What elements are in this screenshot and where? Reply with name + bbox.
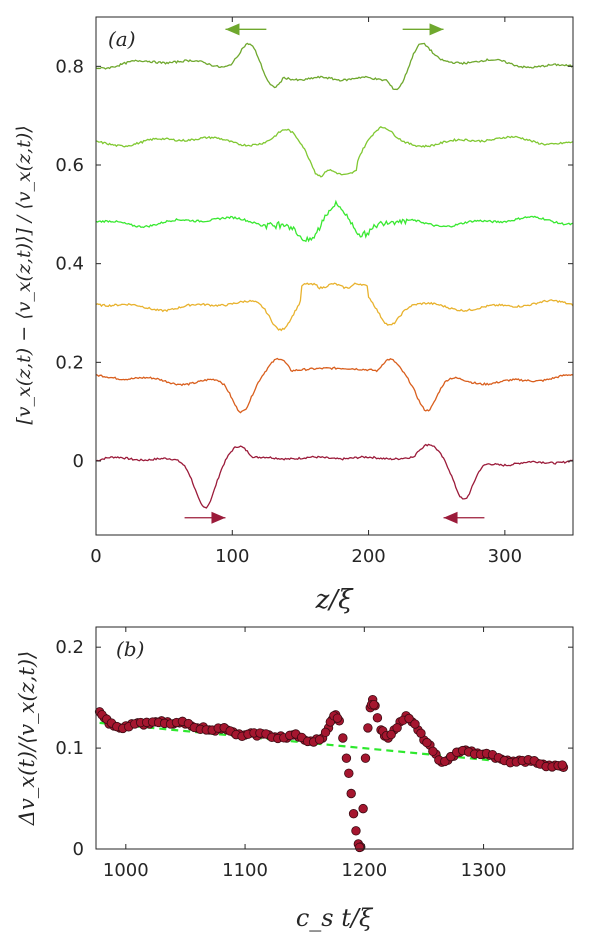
series-line-3 [95, 199, 574, 243]
data-point-dense [410, 719, 420, 729]
data-point-dense [320, 727, 331, 738]
data-point-dense [386, 729, 396, 740]
data-point [372, 713, 383, 723]
data-point [360, 753, 371, 763]
data-point [344, 768, 354, 779]
panel-b-label: (b) [116, 637, 144, 661]
panel-a-frame [95, 16, 574, 536]
panel-b-y-ticks: 0 0.1 0.2 [55, 637, 573, 860]
panel-a-x-label: z/ξ [315, 585, 354, 615]
y-tick-label: 0 [73, 451, 84, 472]
data-point [358, 803, 368, 814]
series-line-2 [95, 282, 574, 332]
series-line-4 [95, 126, 574, 178]
panel-b-y-label: Δv_x(t)/⟨v_x(z,t)⟩ [15, 651, 39, 826]
panel-a-x-ticks: 0 100 200 300 [90, 17, 522, 567]
panel-b-points [94, 694, 569, 853]
y-tick-label: 0.1 [55, 738, 84, 759]
data-point [338, 733, 348, 743]
panel-b: 1000 1100 1200 1300 0 0.1 0.2 (b) c_s t/ξ Δv_… [15, 626, 574, 932]
panel-b-x-ticks: 1000 1100 1200 1300 [103, 627, 507, 881]
data-point [346, 788, 356, 799]
y-tick-label: 0.4 [55, 254, 84, 275]
arrow-head-0 [225, 23, 240, 36]
data-point-dense [354, 842, 365, 853]
series-line-5 [95, 42, 574, 91]
y-tick-label: 0 [73, 839, 84, 860]
arrow-head-1 [429, 23, 444, 36]
x-tick-label: 300 [488, 546, 522, 567]
panel-a-arrows [184, 23, 485, 524]
data-point-dense [392, 723, 402, 733]
y-tick-label: 0.2 [55, 637, 84, 658]
arrow-head-2 [211, 511, 226, 524]
panel-a-y-label: [v_x(z,t) − ⟨v_x(z,t)⟩] / ⟨v_x(z,t)⟩ [13, 125, 35, 424]
data-point [363, 723, 373, 733]
data-point-dense [422, 737, 432, 748]
data-point-dense [332, 713, 343, 723]
x-tick-label: 0 [90, 546, 101, 567]
panel-a-label: (a) [108, 27, 136, 51]
y-tick-label: 0.6 [55, 155, 84, 176]
data-point [348, 808, 359, 819]
data-point-dense [314, 735, 325, 745]
data-point [341, 753, 352, 763]
panel-b-fit-line [99, 721, 564, 769]
y-tick-label: 0.8 [55, 56, 84, 77]
panel-a-y-ticks: 0 0.2 0.4 0.6 0.8 [55, 56, 573, 472]
panel-b-frame [95, 626, 574, 850]
x-tick-label: 1200 [341, 860, 387, 881]
series-line-1 [95, 357, 574, 414]
data-point-dense [404, 713, 414, 724]
panel-a-series-lines [95, 42, 574, 509]
x-tick-label: 200 [351, 546, 385, 567]
fit-line [99, 721, 564, 769]
y-tick-label: 0.2 [55, 352, 84, 373]
series-line-0 [95, 443, 574, 509]
arrow-head-3 [443, 511, 458, 524]
data-point-dense [369, 699, 379, 710]
data-point-dense [557, 760, 567, 770]
data-point-dense [416, 728, 426, 739]
data-point [351, 826, 361, 836]
data-point-dense [428, 746, 438, 757]
x-tick-label: 1000 [103, 860, 149, 881]
panel-b-x-label: c_s t/ξ [296, 904, 374, 932]
x-tick-label: 1100 [222, 860, 268, 881]
panel-a: 0 100 200 300 0 0.2 0.4 0.6 0.8 (a) z/ξ [v_x(z,… [13, 16, 574, 615]
x-tick-label: 1300 [461, 860, 507, 881]
x-tick-label: 100 [215, 546, 249, 567]
